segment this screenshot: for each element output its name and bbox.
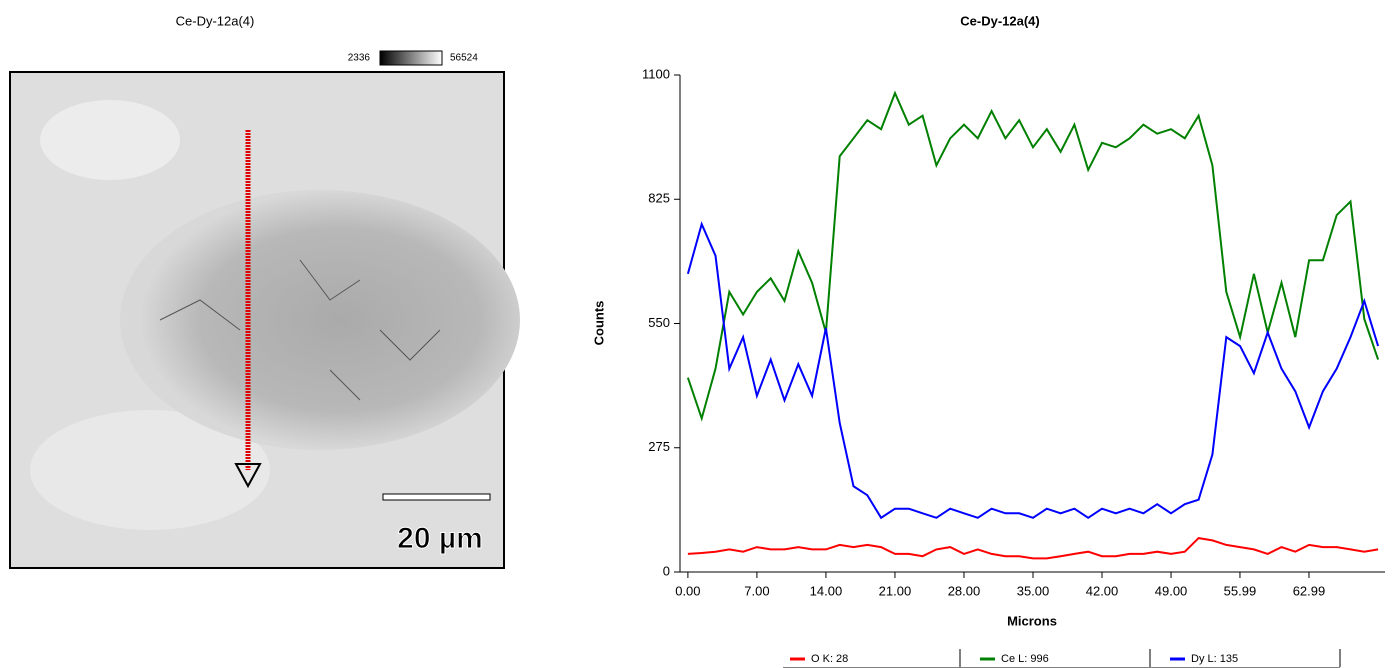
color-scale: [379, 50, 443, 66]
grain-region: [120, 190, 520, 450]
data-line: [686, 90, 1380, 422]
x-tick-label: 35.00: [1017, 583, 1050, 598]
image-title: Ce-Dy-12a(4): [176, 13, 255, 28]
x-tick-label: 55.99: [1224, 583, 1257, 598]
x-tick-label: 49.00: [1155, 583, 1188, 598]
scale-bar: [382, 493, 491, 501]
scale-max: 56524: [450, 53, 478, 64]
x-tick-label: 14.00: [810, 583, 843, 598]
x-axis-label: Microns: [1007, 613, 1057, 628]
y-axis-label: Counts: [591, 301, 606, 346]
x-tick-label: 62.99: [1293, 583, 1326, 598]
legend-label: Dy L: 135: [1191, 653, 1238, 665]
data-line: [686, 221, 1380, 520]
x-tick-label: 42.00: [1086, 583, 1119, 598]
scale-min: 2336: [348, 53, 371, 64]
scan-arrow: [234, 463, 262, 489]
legend-label: Ce L: 996: [1001, 653, 1049, 665]
chart-title: Ce-Dy-12a(4): [960, 13, 1039, 28]
texture: [40, 100, 180, 180]
texture: [30, 410, 270, 530]
y-tick-label: 1100: [642, 66, 670, 81]
y-tick-label: 0: [663, 563, 670, 578]
legend-label: O K: 28: [811, 653, 848, 665]
x-tick-label: 28.00: [948, 583, 981, 598]
y-tick-label: 275: [648, 439, 670, 454]
x-tick-label: 21.00: [879, 583, 912, 598]
y-tick-label: 825: [648, 191, 670, 206]
scale-bar-label: 20 µm: [397, 522, 483, 555]
x-tick-label: 7.00: [744, 583, 769, 598]
cracks: [159, 259, 441, 401]
x-tick-label: 0.00: [675, 583, 700, 598]
data-line: [687, 537, 1379, 560]
y-tick-label: 550: [648, 315, 670, 330]
